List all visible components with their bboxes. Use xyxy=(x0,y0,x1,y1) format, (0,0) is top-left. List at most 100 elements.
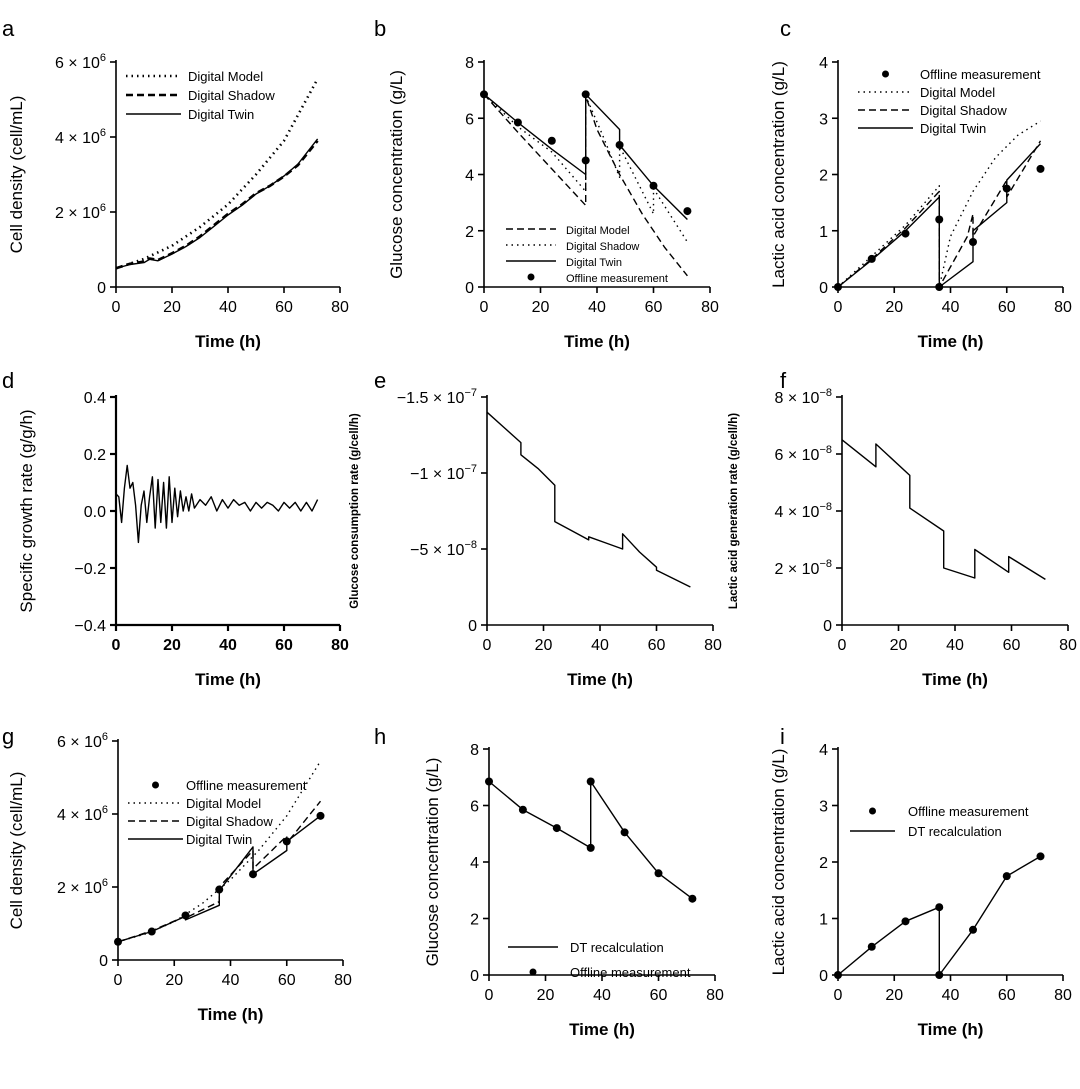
x-axis-label: Time (h) xyxy=(195,332,261,351)
y-tick-label: 4 × 106 xyxy=(57,804,108,824)
legend-label: DT recalculation xyxy=(908,824,1002,839)
x-tick-label: 40 xyxy=(588,299,606,316)
series-line xyxy=(115,138,319,269)
x-tick-label: 80 xyxy=(1054,299,1072,316)
legend-item: Digital Twin xyxy=(858,121,986,136)
panel-e: e 0 20 40 60 80 0 −5 × 10−8 −1 × 10−7 −1.5 × 10−7… xyxy=(349,368,722,689)
y-axis-label: Specific growth rate (g/g/h) xyxy=(17,409,36,612)
x-tick-label: 80 xyxy=(701,299,719,316)
x-axis-label: Time (h) xyxy=(918,1020,984,1039)
legend: DT recalculation Offline measurement xyxy=(508,940,691,980)
legend-item: Digital Model xyxy=(126,69,263,84)
y-tick-label: 0 xyxy=(99,953,108,970)
series-line xyxy=(488,780,693,900)
y-tick-label: 4 × 10−8 xyxy=(775,501,832,521)
y-tick-label: 0 xyxy=(465,280,474,297)
legend-label: DT recalculation xyxy=(570,940,664,955)
y-tick-label: 2 xyxy=(465,224,474,241)
x-tick-label: 20 xyxy=(532,299,550,316)
y-tick-label: 2 xyxy=(470,912,479,929)
y-tick-label: 0 xyxy=(819,968,828,985)
legend-label: Digital Model xyxy=(920,85,995,100)
y-tick-label: 6 × 10−8 xyxy=(775,444,832,464)
x-axis-label: Time (h) xyxy=(195,670,261,689)
data-point xyxy=(581,156,590,165)
x-tick-label: 40 xyxy=(219,299,237,316)
data-point xyxy=(480,90,488,99)
y-tick-label: 0 xyxy=(97,280,106,297)
x-tick-label: 80 xyxy=(331,637,349,654)
x-tick-label: 0 xyxy=(112,299,121,316)
series-line xyxy=(483,93,688,277)
y-tick-label: 6 × 106 xyxy=(57,731,108,751)
data-point xyxy=(581,90,590,99)
legend-marker xyxy=(529,968,537,976)
series-digital-twin xyxy=(837,143,1042,288)
y-tick-label: 2 xyxy=(819,855,828,872)
legend-label: Offline measurement xyxy=(570,965,691,980)
series-dt-recalculation xyxy=(488,780,693,900)
y-axis-label: Glucose consumption rate (g/cell/h) xyxy=(349,413,361,609)
series-offline-measurement xyxy=(485,777,697,903)
legend-label: Digital Model xyxy=(186,796,261,811)
x-axis-label: Time (h) xyxy=(198,1005,264,1024)
y-axis-label: Lactic acid concentration (g/L) xyxy=(769,749,788,976)
data-point xyxy=(688,894,697,903)
data-point xyxy=(586,843,595,852)
y-axis-label: Cell density (cell/mL) xyxy=(7,96,26,254)
x-tick-label: 0 xyxy=(834,987,843,1004)
data-point xyxy=(654,869,663,878)
x-tick-label: 20 xyxy=(885,987,903,1004)
y-tick-label: −0.4 xyxy=(74,618,106,635)
series-digital-model xyxy=(837,120,1041,288)
y-tick-label: 6 xyxy=(465,111,474,128)
legend-marker xyxy=(527,273,535,281)
legend-label: Digital Twin xyxy=(920,121,986,136)
x-tick-label: 0 xyxy=(114,972,123,989)
y-tick-label: 0 xyxy=(468,618,477,635)
series-line xyxy=(486,411,691,588)
x-tick-label: 40 xyxy=(942,299,960,316)
y-tick-label: 1 xyxy=(819,912,828,929)
legend-label: Digital Twin xyxy=(186,832,252,847)
data-point xyxy=(547,136,556,145)
legend-label: Offline measurement xyxy=(908,804,1029,819)
panel-d: d 0 20 40 60 80 −0.4 −0.2 0.0 0.2 0.4 Time (h) Speci… xyxy=(2,368,349,689)
x-tick-label: 60 xyxy=(275,299,293,316)
y-axis-label: Lactic acid concentration (g/L) xyxy=(769,61,788,288)
y-axis-label: Glucose concentration (g/L) xyxy=(423,758,442,967)
legend-label: Offline measurement xyxy=(920,67,1041,82)
x-tick-label: 60 xyxy=(998,987,1016,1004)
data-point xyxy=(586,777,595,786)
series-digital-twin xyxy=(117,815,321,943)
x-tick-label: 20 xyxy=(163,299,181,316)
x-tick-label: 40 xyxy=(219,637,237,654)
x-axis-label: Time (h) xyxy=(569,1020,635,1039)
legend-item: Digital Model xyxy=(858,85,995,100)
x-tick-label: 80 xyxy=(331,299,349,316)
data-point xyxy=(1036,164,1045,173)
x-tick-label: 20 xyxy=(163,637,181,654)
x-tick-label: 20 xyxy=(535,637,553,654)
x-tick-label: 80 xyxy=(334,972,352,989)
y-axis-label: Cell density (cell/mL) xyxy=(7,772,26,930)
data-point xyxy=(615,140,624,149)
legend-item: Digital Model xyxy=(128,796,261,811)
legend-label: Digital Shadow xyxy=(186,814,273,829)
legend-label: Digital Model xyxy=(566,225,630,237)
y-tick-label: 8 xyxy=(465,55,474,72)
y-tick-label: 0.0 xyxy=(84,504,106,521)
legend-marker xyxy=(152,781,159,789)
legend-item: Digital Shadow xyxy=(506,241,639,253)
x-axis-label: Time (h) xyxy=(567,670,633,689)
series-digital-twin xyxy=(115,138,319,269)
x-tick-label: 40 xyxy=(942,987,960,1004)
x-tick-label: 0 xyxy=(834,299,843,316)
data-point xyxy=(1036,852,1045,861)
panel-a: a 0 20 40 60 80 0 2 × 106 4 × 106 6 × 106 Time (h)… xyxy=(2,16,349,351)
series-line xyxy=(115,139,319,270)
data-point xyxy=(683,207,692,216)
x-axis-label: Time (h) xyxy=(918,332,984,351)
legend-item: Offline measurement xyxy=(869,804,1029,819)
panel-g: g 0 20 40 60 80 0 2 × 106 4 × 106 6 × 106 Time (h)… xyxy=(2,724,352,1024)
